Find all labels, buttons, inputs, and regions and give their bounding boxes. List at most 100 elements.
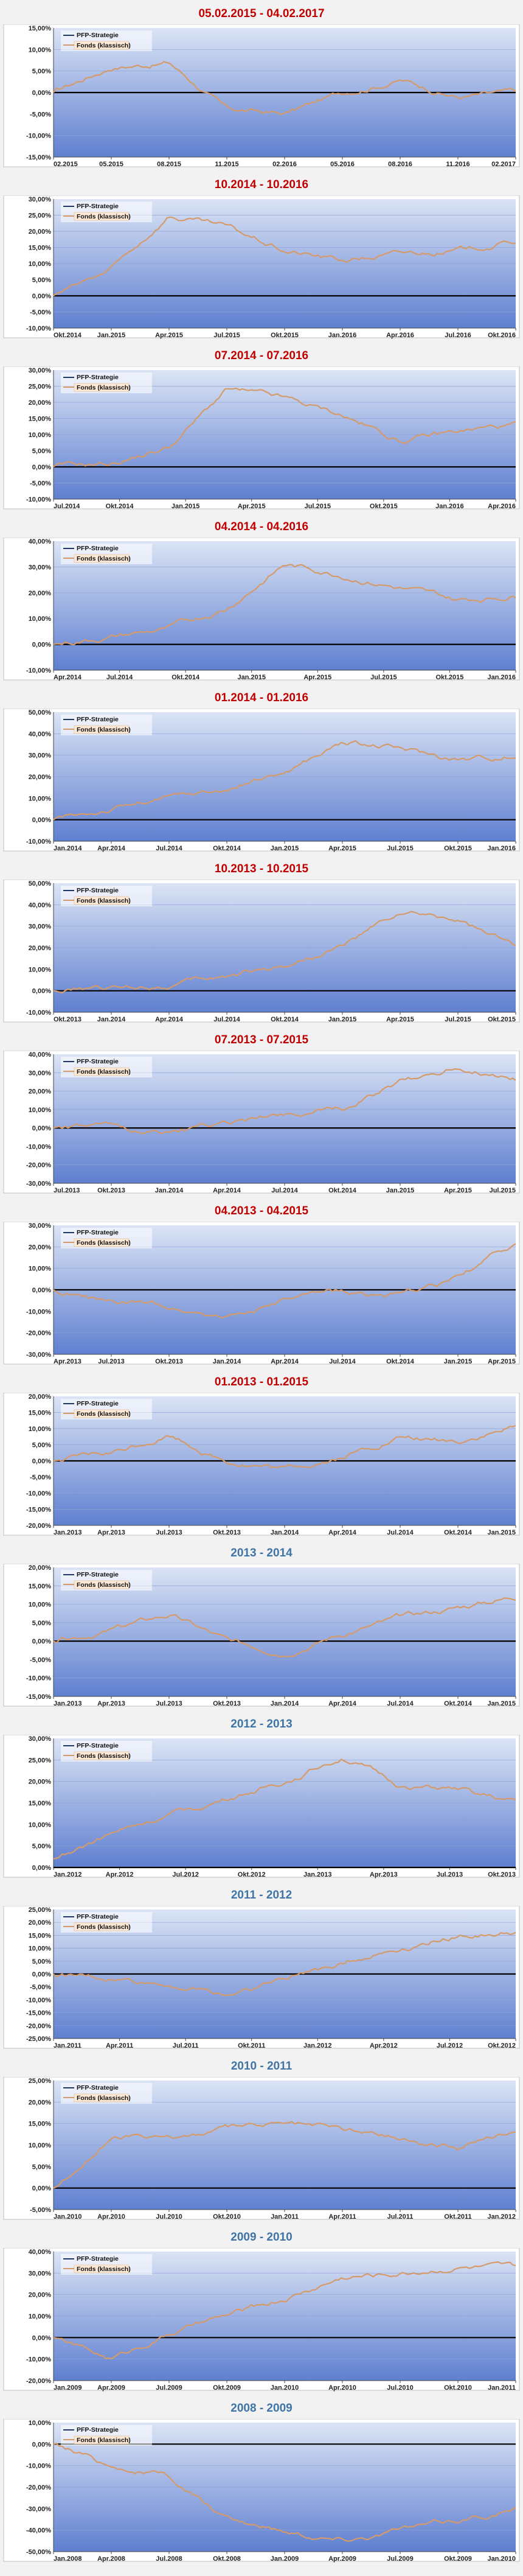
legend-label-pfp: PFP-Strategie xyxy=(77,1742,119,1749)
x-tick-label: Jan.2011 xyxy=(271,2213,299,2221)
chart-panel: 04.2014 - 04.2016 40,00% 30,00% 20,00% 10,00… xyxy=(0,514,523,685)
x-tick-label: Jul.2011 xyxy=(387,2213,414,2221)
x-tick-label: 11.2016 xyxy=(446,161,469,168)
x-tick-label: Okt.2013 xyxy=(488,1871,516,1878)
y-tick-label: -20,00% xyxy=(26,1330,51,1337)
chart-title: 05.02.2015 - 04.02.2017 xyxy=(198,7,325,20)
y-tick-label: 10,00% xyxy=(29,1821,52,1829)
y-tick-label: 5,00% xyxy=(32,2163,51,2171)
chart-svg: 30,00% 25,00% 20,00% 15,00% 10,00% 5,00% 0,00%… xyxy=(3,1735,520,1878)
x-tick-label: Apr.2015 xyxy=(444,1187,472,1194)
chart-title: 2009 - 2010 xyxy=(230,2231,293,2244)
x-tick-label: Okt.2014 xyxy=(271,1016,299,1023)
y-tick-label: 10,00% xyxy=(29,2313,52,2320)
y-tick-label: 30,00% xyxy=(29,2270,52,2277)
legend-label-fonds: Fonds (klassisch) xyxy=(77,1410,131,1418)
y-tick-label: 0,00% xyxy=(32,642,51,649)
legend-label-pfp: PFP-Strategie xyxy=(77,716,119,723)
x-tick-label: Jan.2014 xyxy=(271,1700,299,1707)
x-tick-label: Okt.2014 xyxy=(171,674,200,681)
legend-label-pfp: PFP-Strategie xyxy=(77,1571,119,1578)
x-tick-label: Jan.2015 xyxy=(97,332,125,339)
y-tick-label: 20,00% xyxy=(29,1393,52,1401)
x-tick-label: Apr.2011 xyxy=(106,2042,133,2049)
y-tick-label: 20,00% xyxy=(29,1244,52,1251)
x-tick-label: 05.2015 xyxy=(99,161,123,168)
legend: PFP-Strategie Fonds (klassisch) xyxy=(61,2425,152,2446)
y-tick-label: 5,00% xyxy=(32,68,51,75)
x-tick-label: Apr.2012 xyxy=(370,2042,398,2049)
y-tick-label: 10,00% xyxy=(29,1107,52,1114)
series-line-fonds xyxy=(53,216,516,296)
y-tick-label: 20,00% xyxy=(29,945,52,952)
y-tick-label: -50,00% xyxy=(26,2549,51,2556)
y-tick-label: 5,00% xyxy=(32,1442,51,1449)
x-tick-label: Jul.2012 xyxy=(172,1871,198,1878)
x-tick-label: Jan.2011 xyxy=(488,2384,516,2392)
x-tick-label: Jan.2013 xyxy=(303,1871,331,1878)
chart-svg: 40,00% 30,00% 20,00% 10,00% 0,00% -10,00% -20,… xyxy=(3,1051,520,1194)
legend-label-fonds: Fonds (klassisch) xyxy=(77,1239,131,1247)
legend: PFP-Strategie Fonds (klassisch) xyxy=(61,373,152,393)
x-tick-label: 11.2015 xyxy=(215,161,238,168)
x-tick-label: Apr.2012 xyxy=(106,1871,134,1878)
series-line-fonds xyxy=(53,1068,516,1135)
y-tick-label: 25,00% xyxy=(29,383,52,391)
x-tick-label: Okt.2011 xyxy=(238,2042,265,2049)
x-tick-label: Okt.2014 xyxy=(328,1187,357,1194)
x-tick-label: Apr.2009 xyxy=(328,2555,356,2563)
chart-panel: 04.2013 - 04.2015 30,00% 20,00% 10,00% 0,00%… xyxy=(0,1199,523,1370)
y-tick-label: 20,00% xyxy=(29,1088,52,1096)
y-tick-label: 25,00% xyxy=(29,1757,52,1764)
x-tick-label: Jan.2014 xyxy=(271,1529,299,1536)
y-tick-label: 10,00% xyxy=(29,432,52,439)
x-tick-label: Apr.2014 xyxy=(97,845,126,852)
x-tick-label: Apr.2013 xyxy=(54,1358,81,1365)
x-tick-label: Jan.2016 xyxy=(435,503,463,510)
x-tick-label: Jan.2015 xyxy=(271,845,299,852)
x-tick-label: Jul.2015 xyxy=(490,1187,516,1194)
y-tick-label: -15,00% xyxy=(26,2010,51,2017)
y-tick-label: 30,00% xyxy=(29,923,52,931)
y-tick-label: 50,00% xyxy=(29,880,52,887)
y-tick-label: -20,00% xyxy=(26,2023,51,2030)
y-tick-label: 0,00% xyxy=(32,988,51,995)
x-tick-label: Jul.2014 xyxy=(54,503,80,510)
y-tick-label: 10,00% xyxy=(29,615,52,623)
y-tick-label: -5,00% xyxy=(30,1984,51,1991)
y-tick-label: -10,00% xyxy=(26,325,51,332)
y-tick-label: 15,00% xyxy=(29,1410,52,1417)
x-tick-label: Jan.2009 xyxy=(271,2555,299,2563)
x-tick-label: Jul.2014 xyxy=(106,674,133,681)
series-line-fonds xyxy=(53,387,516,467)
y-tick-label: 50,00% xyxy=(29,709,52,716)
chart-panel: 07.2014 - 07.2016 30,00% 25,00% 20,00% 15,00… xyxy=(0,343,523,514)
chart-panel: 2009 - 2010 40,00% 30,00% 20,00% 10,00% 0,00%… xyxy=(0,2225,523,2396)
y-tick-label: -20,00% xyxy=(26,1522,51,1530)
y-tick-label: 5,00% xyxy=(32,277,51,284)
y-tick-label: 10,00% xyxy=(29,2420,52,2427)
x-tick-label: Jan.2015 xyxy=(386,1187,414,1194)
y-tick-label: 15,00% xyxy=(29,2121,52,2128)
y-tick-label: -10,00% xyxy=(26,1490,51,1497)
x-tick-label: Jul.2011 xyxy=(173,2042,199,2049)
y-tick-label: 10,00% xyxy=(29,2142,52,2149)
x-tick-label: Okt.2015 xyxy=(271,332,299,339)
x-tick-label: Jul.2015 xyxy=(305,503,331,510)
chart-svg: 25,00% 20,00% 15,00% 10,00% 5,00% 0,00% -5,00%… xyxy=(3,1906,520,2049)
x-tick-label: Jul.2014 xyxy=(387,1529,414,1536)
legend: PFP-Strategie Fonds (klassisch) xyxy=(61,2083,152,2104)
x-tick-label: Jul.2009 xyxy=(156,2384,182,2392)
chart-svg: 20,00% 15,00% 10,00% 5,00% 0,00% -5,00% -10,00… xyxy=(3,1564,520,1707)
chart-panel: 2012 - 2013 30,00% 25,00% 20,00% 15,00% 10,00… xyxy=(0,1712,523,1883)
x-tick-label: Okt.2012 xyxy=(488,2042,516,2049)
legend-label-pfp: PFP-Strategie xyxy=(77,1913,119,1920)
y-tick-label: 15,00% xyxy=(29,245,52,252)
x-tick-label: 05.2016 xyxy=(330,161,355,168)
y-tick-label: -10,00% xyxy=(26,667,51,674)
x-tick-label: Jul.2008 xyxy=(156,2555,182,2563)
x-tick-label: Jan.2015 xyxy=(171,503,199,510)
y-tick-label: -40,00% xyxy=(26,2527,51,2535)
x-tick-label: 02.2016 xyxy=(272,161,297,168)
x-tick-label: Jul.2010 xyxy=(156,2213,182,2221)
